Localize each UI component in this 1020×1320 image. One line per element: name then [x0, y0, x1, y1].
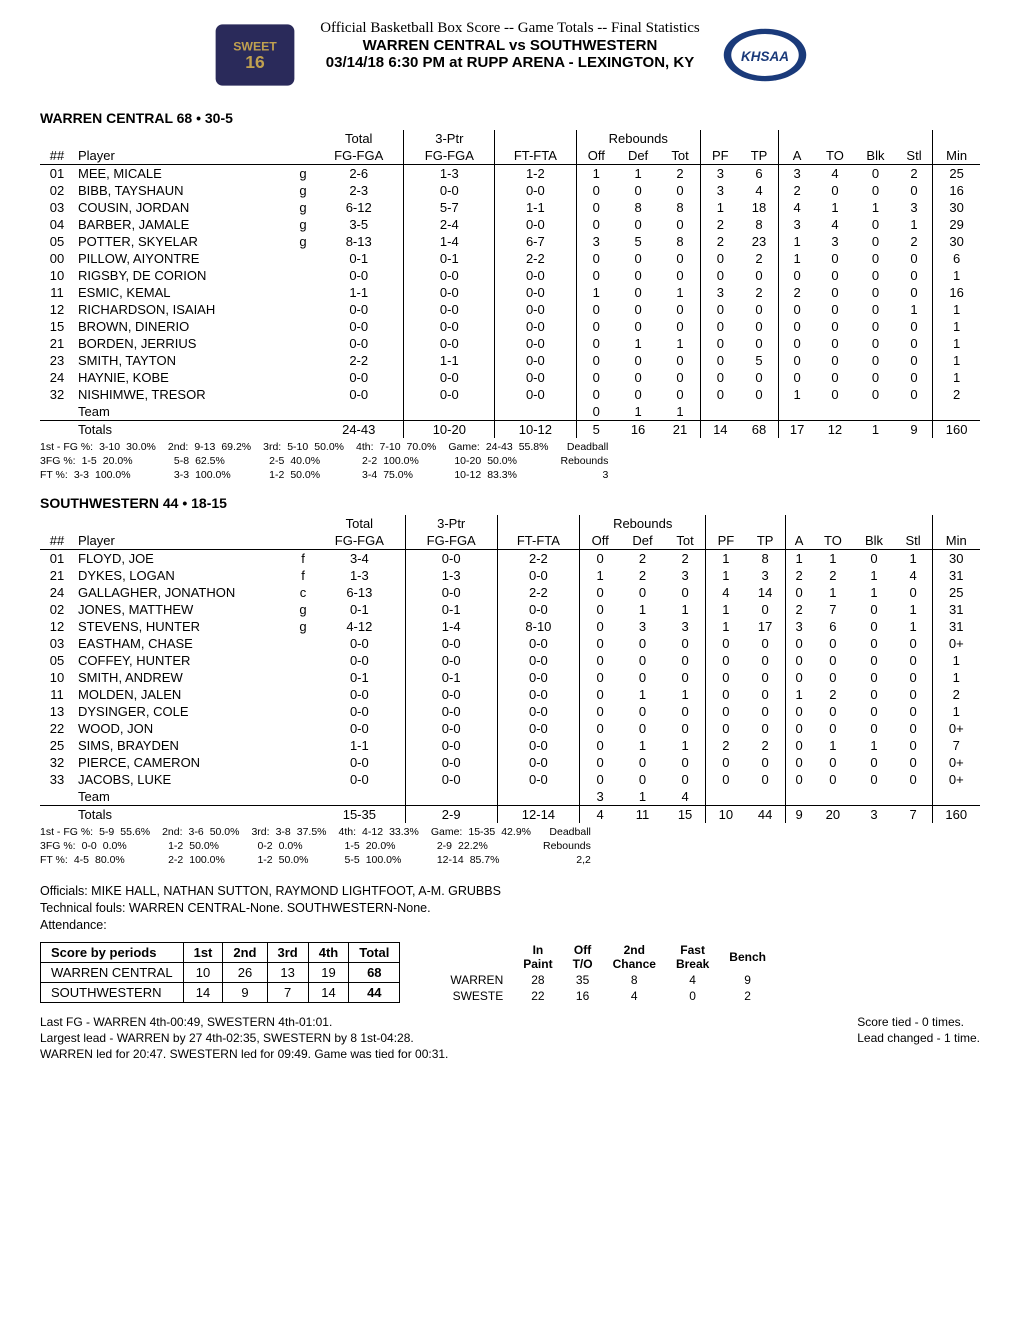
footer-notes: Last FG - WARREN 4th-00:49, SWESTERN 4th… [40, 1014, 980, 1063]
svg-text:16: 16 [245, 52, 265, 72]
team-row: Team 314 [40, 788, 980, 806]
header-text: Official Basketball Box Score -- Game To… [320, 20, 700, 71]
player-row: 24GALLAGHER, JONATHONc 6-130-02-2 000 41… [40, 584, 980, 601]
largest-lead: Largest lead - WARREN by 27 4th-02:35, S… [40, 1030, 448, 1046]
points-row: WARREN2835849 [440, 972, 776, 988]
player-row: 05POTTER, SKYELARg 8-131-46-7 358 223 13… [40, 233, 980, 250]
player-row: 01MEE, MICALEg 2-61-31-2 112 36 340225 [40, 165, 980, 183]
player-row: 32PIERCE, CAMERON 0-00-00-0 000 00 00000… [40, 754, 980, 771]
score-tied: Score tied - 0 times. [857, 1014, 980, 1030]
team1-body: 01MEE, MICALEg 2-61-31-2 112 36 34022502… [40, 165, 980, 439]
player-row: 10SMITH, ANDREW 0-10-10-0 000 00 00001 [40, 669, 980, 686]
player-row: 12STEVENS, HUNTERg 4-121-48-10 033 117 3… [40, 618, 980, 635]
player-row: 21BORDEN, JERRIUS 0-00-00-0 011 00 00001 [40, 335, 980, 352]
player-row: 23SMITH, TAYTON 2-21-10-0 000 05 00001 [40, 352, 980, 369]
points-breakdown: In PaintOff T/O2nd ChanceFast BreakBench… [440, 942, 776, 1004]
header-subtitle: Official Basketball Box Score -- Game To… [320, 20, 700, 37]
team1-summary: 1st - FG %:3-1030.0% 3FG %:1-520.0% FT %… [40, 440, 980, 483]
player-row: 25SIMS, BRAYDEN 1-10-00-0 011 22 01107 [40, 737, 980, 754]
sweet-16-logo: SWEET16 [210, 20, 300, 90]
score-by-periods: Score by periods1st2nd3rd4thTotal WARREN… [40, 942, 400, 1003]
totals-row: Totals 24-4310-2010-12 51621 1468 171219… [40, 421, 980, 439]
player-row: 33JACOBS, LUKE 0-00-00-0 000 00 00000+ [40, 771, 980, 788]
svg-text:KHSAA: KHSAA [741, 49, 789, 64]
period-row: WARREN CENTRAL1026131968 [41, 962, 400, 982]
header-venue: 03/14/18 6:30 PM at RUPP ARENA - LEXINGT… [320, 54, 700, 71]
player-row: 05COFFEY, HUNTER 0-00-00-0 000 00 00001 [40, 652, 980, 669]
officials-line: Officials: MIKE HALL, NATHAN SUTTON, RAY… [40, 883, 980, 900]
totals-row: Totals 15-352-912-14 41115 1044 92037160 [40, 805, 980, 823]
player-row: 22WOOD, JON 0-00-00-0 000 00 00000+ [40, 720, 980, 737]
team1-box: Total 3-Ptr Rebounds ## Player FG-FGA FG… [40, 130, 980, 438]
team2-body: 01FLOYD, JOEf 3-40-02-2 022 18 11013021D… [40, 549, 980, 823]
player-row: 01FLOYD, JOEf 3-40-02-2 022 18 110130 [40, 549, 980, 567]
lead-times: WARREN led for 20:47. SWESTERN led for 0… [40, 1046, 448, 1062]
lead-changed: Lead changed - 1 time. [857, 1030, 980, 1046]
team2-summary: 1st - FG %:5-955.6% 3FG %:0-00.0% FT %:4… [40, 825, 980, 868]
player-row: 03COUSIN, JORDANg 6-125-71-1 088 118 411… [40, 199, 980, 216]
player-row: 21DYKES, LOGANf 1-31-30-0 123 13 221431 [40, 567, 980, 584]
player-row: 00PILLOW, AIYONTRE 0-10-12-2 000 02 1000… [40, 250, 980, 267]
team2-title: SOUTHWESTERN 44 • 18-15 [40, 495, 980, 511]
last-fg: Last FG - WARREN 4th-00:49, SWESTERN 4th… [40, 1014, 448, 1030]
team1-title: WARREN CENTRAL 68 • 30-5 [40, 110, 980, 126]
player-row: 12RICHARDSON, ISAIAH 0-00-00-0 000 00 00… [40, 301, 980, 318]
player-row: 04BARBER, JAMALEg 3-52-40-0 000 28 34012… [40, 216, 980, 233]
technical-fouls: Technical fouls: WARREN CENTRAL-None. SO… [40, 900, 980, 917]
player-row: 15BROWN, DINERIO 0-00-00-0 000 00 00001 [40, 318, 980, 335]
header-teams: WARREN CENTRAL vs SOUTHWESTERN [320, 37, 700, 54]
player-row: 24HAYNIE, KOBE 0-00-00-0 000 00 00001 [40, 369, 980, 386]
player-row: 13DYSINGER, COLE 0-00-00-0 000 00 00001 [40, 703, 980, 720]
player-row: 11ESMIC, KEMAL 1-10-00-0 101 32 200016 [40, 284, 980, 301]
player-row: 32NISHIMWE, TRESOR 0-00-00-0 000 00 1000… [40, 386, 980, 403]
team-row: Team 011 [40, 403, 980, 421]
khsaa-logo: KHSAA [720, 20, 810, 90]
player-row: 03EASTHAM, CHASE 0-00-00-0 000 00 00000+ [40, 635, 980, 652]
page-header: SWEET16 Official Basketball Box Score --… [40, 20, 980, 90]
points-row: SWESTE2216402 [440, 988, 776, 1004]
period-row: SOUTHWESTERN14971444 [41, 982, 400, 1002]
officials: Officials: MIKE HALL, NATHAN SUTTON, RAY… [40, 883, 980, 934]
player-row: 02BIBB, TAYSHAUNg 2-30-00-0 000 34 20001… [40, 182, 980, 199]
attendance: Attendance: [40, 917, 980, 934]
player-row: 11MOLDEN, JALEN 0-00-00-0 011 00 12002 [40, 686, 980, 703]
player-row: 10RIGSBY, DE CORION 0-00-00-0 000 00 000… [40, 267, 980, 284]
player-row: 02JONES, MATTHEWg 0-10-10-0 011 10 27013… [40, 601, 980, 618]
team2-box: Total 3-Ptr Rebounds ## Player FG-FGA FG… [40, 515, 980, 823]
